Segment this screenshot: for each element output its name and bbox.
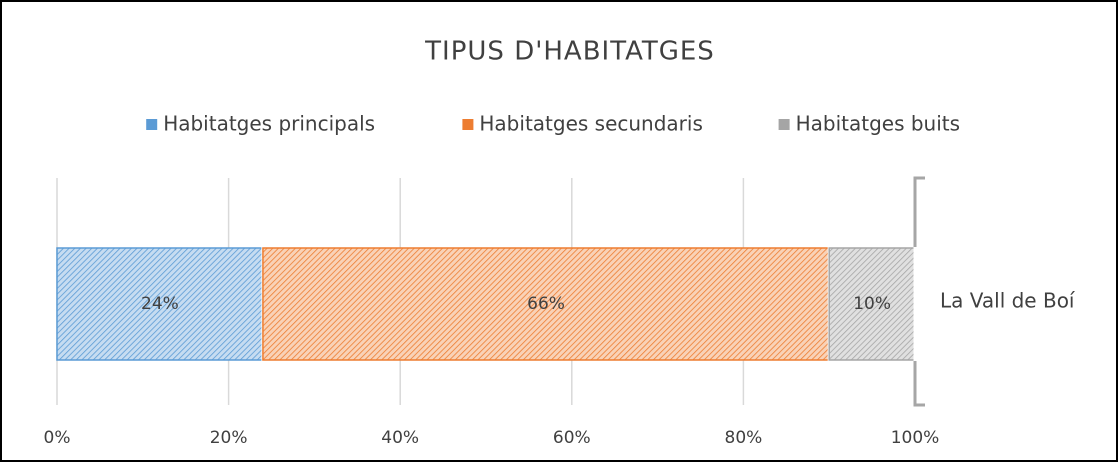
legend-label: Habitatges secundaris: [479, 112, 703, 136]
data-label: 24%: [141, 294, 179, 314]
legend-label: Habitatges principals: [163, 112, 375, 136]
bar-segment: [262, 247, 830, 361]
segment-gap: [913, 247, 917, 361]
x-tick-label: 80%: [725, 428, 763, 448]
x-tick-label: 100%: [891, 428, 940, 448]
legend-swatch: [462, 119, 474, 130]
x-tick-label: 60%: [553, 428, 591, 448]
data-label: 10%: [853, 294, 891, 314]
bar-segment: [56, 247, 264, 361]
bar-segment: [828, 247, 916, 361]
y-tick-label: La Vall de Boí: [940, 289, 1076, 313]
x-tick-label: 40%: [381, 428, 419, 448]
x-tick-label: 20%: [210, 428, 248, 448]
legend-swatch: [778, 119, 790, 130]
chart-title: TIPUS D'HABITATGES: [424, 37, 715, 67]
legend-swatch: [146, 119, 158, 130]
x-tick-label: 0%: [44, 428, 71, 448]
legend-label: Habitatges buits: [796, 112, 960, 136]
data-label: 66%: [527, 294, 565, 314]
